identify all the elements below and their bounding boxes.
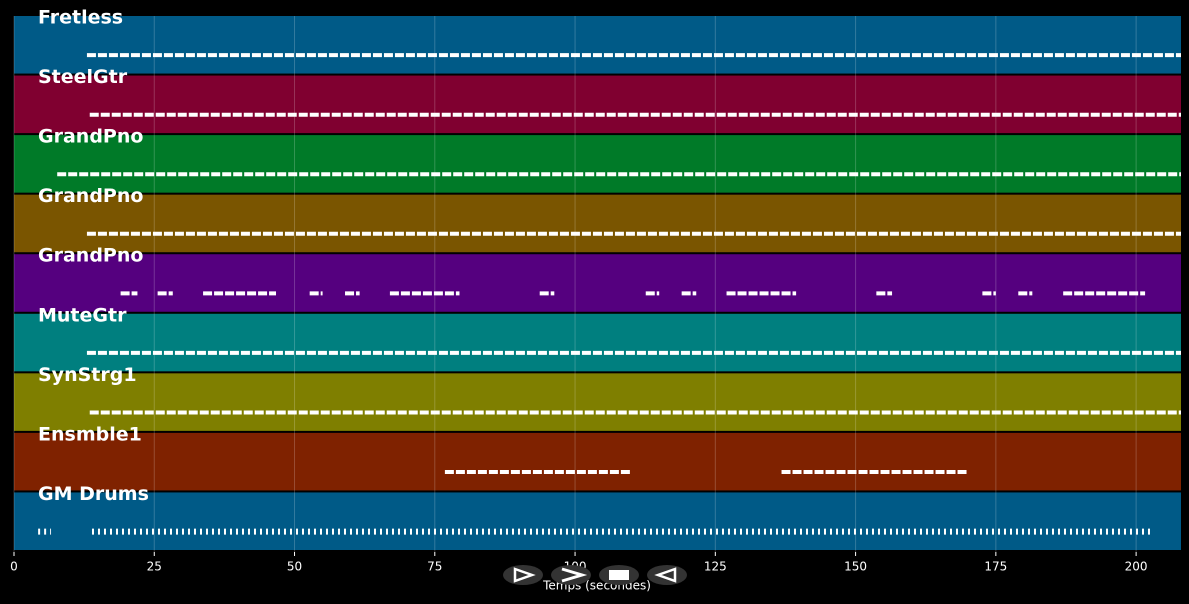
x-tick-label: 75 xyxy=(427,560,442,574)
stop-icon xyxy=(609,570,629,580)
track-band xyxy=(14,135,1181,193)
track-name: GrandPno xyxy=(38,185,143,207)
player-controls xyxy=(503,565,687,585)
track-band xyxy=(14,313,1181,372)
forward-icon xyxy=(561,567,588,583)
x-tick-label: 150 xyxy=(844,560,867,574)
x-tick-label: 50 xyxy=(287,560,302,574)
x-tick-label: 175 xyxy=(984,560,1007,574)
track-name: Ensmble1 xyxy=(38,423,142,445)
track-band xyxy=(14,373,1181,431)
x-tick-label: 25 xyxy=(147,560,162,574)
x-tick-label: 200 xyxy=(1125,560,1148,574)
x-tick-label: 125 xyxy=(704,560,727,574)
track-band xyxy=(14,492,1181,550)
track-band xyxy=(14,432,1181,491)
back-button[interactable] xyxy=(647,565,687,585)
track-band xyxy=(14,75,1181,134)
forward-button[interactable] xyxy=(551,565,591,585)
play-icon xyxy=(513,567,536,583)
track-name: GrandPno xyxy=(38,126,143,148)
track-name: MuteGtr xyxy=(38,304,127,326)
play-button[interactable] xyxy=(503,565,543,585)
x-tick-label: 0 xyxy=(10,560,18,574)
track-name: SteelGtr xyxy=(38,66,128,88)
track-name: Fretless xyxy=(38,7,123,29)
track-name: GrandPno xyxy=(38,245,143,267)
back-icon xyxy=(654,567,677,583)
track-band xyxy=(14,254,1181,312)
track-band xyxy=(14,194,1181,253)
track-name: SynStrg1 xyxy=(38,364,137,386)
plot: Fretless SteelGtr GrandPno GrandPno GrandPno… xyxy=(10,7,1181,574)
track-band xyxy=(14,16,1181,74)
track-name: GM Drums xyxy=(38,483,149,505)
